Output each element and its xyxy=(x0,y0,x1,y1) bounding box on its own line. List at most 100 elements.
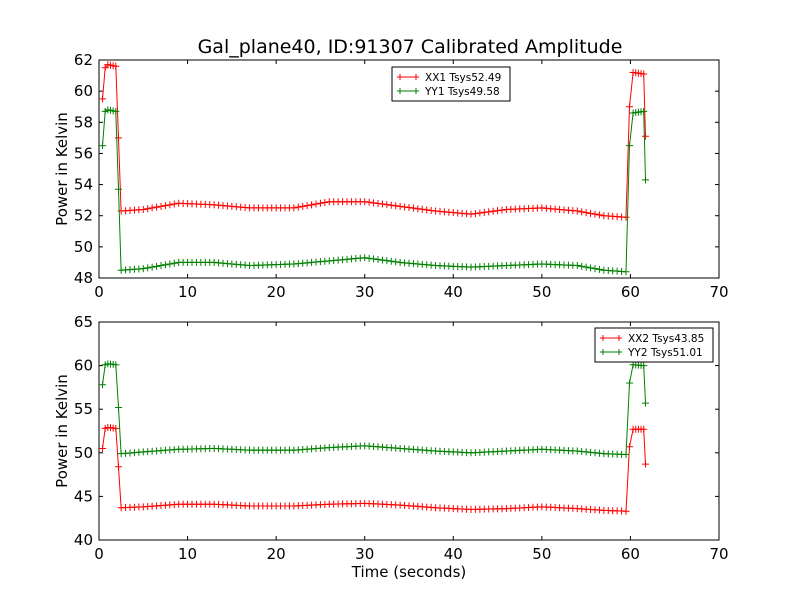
series-xx1 xyxy=(99,61,649,221)
data-point-marker xyxy=(392,202,400,210)
data-point-marker xyxy=(170,200,178,208)
y-tick-label: 62 xyxy=(74,51,93,69)
data-point-marker xyxy=(414,205,422,213)
y-tick-label: 45 xyxy=(74,487,93,505)
data-point-marker xyxy=(383,257,391,265)
plot-top: 0 10 20 30 40 50 60 70 48 50 52 54 56 58 60 62 Power in … xyxy=(53,51,729,301)
plot-bottom: 0 10 20 30 40 50 60 70 40 45 50 55 60 65 Power in Kelv… xyxy=(53,313,729,581)
data-point-marker xyxy=(471,210,479,218)
legend-marker xyxy=(397,74,403,80)
data-point-marker xyxy=(423,206,431,214)
data-point-marker xyxy=(582,263,590,271)
data-point-marker xyxy=(166,201,174,209)
data-point-marker xyxy=(427,206,435,214)
series-xx2 xyxy=(99,424,649,515)
legend-marker xyxy=(616,335,622,341)
data-point-marker xyxy=(99,142,107,150)
y-tick-label: 50 xyxy=(74,444,93,462)
y-tick-label: 50 xyxy=(74,238,93,256)
legend-marker xyxy=(413,88,419,94)
series-yy2 xyxy=(99,360,649,459)
series-yy1 xyxy=(99,106,649,276)
data-point-marker xyxy=(153,262,161,270)
data-point-marker xyxy=(153,203,161,211)
legend-label: XX1 Tsys52.49 xyxy=(425,72,501,84)
y-tick-label: 54 xyxy=(74,176,93,194)
data-point-marker xyxy=(139,205,147,213)
data-point-marker xyxy=(170,259,178,267)
data-point-marker xyxy=(112,424,120,432)
data-point-marker xyxy=(378,200,386,208)
legend: XX1 Tsys52.49 YY1 Tsys49.58 xyxy=(391,66,511,102)
data-point-marker xyxy=(640,362,648,370)
y-tick-label: 55 xyxy=(74,400,93,418)
data-point-marker xyxy=(321,198,329,206)
data-point-marker xyxy=(114,134,122,142)
data-point-marker xyxy=(476,209,484,217)
y-tick-label: 48 xyxy=(74,269,93,287)
x-tick-label: 40 xyxy=(444,545,463,563)
data-point-marker xyxy=(365,198,373,206)
data-point-marker xyxy=(316,199,324,207)
data-point-marker xyxy=(374,199,382,207)
y-tick-label: 65 xyxy=(74,313,93,331)
data-point-marker xyxy=(161,202,169,210)
legend-marker xyxy=(600,349,606,355)
data-point-marker xyxy=(640,70,648,78)
data-point-marker xyxy=(622,451,630,459)
data-point-marker xyxy=(157,262,165,270)
x-tick-label: 30 xyxy=(355,545,374,563)
x-tick-label: 70 xyxy=(709,545,728,563)
data-point-marker xyxy=(494,207,502,215)
y-tick-label: 40 xyxy=(74,531,93,549)
x-tick-label: 0 xyxy=(94,545,104,563)
data-point-marker xyxy=(641,132,649,140)
data-point-marker xyxy=(480,208,488,216)
data-point-marker xyxy=(166,260,174,268)
data-point-marker xyxy=(582,209,590,217)
data-point-marker xyxy=(591,265,599,273)
data-point-marker xyxy=(489,207,497,215)
data-point-marker xyxy=(114,185,122,193)
data-point-marker xyxy=(387,257,395,265)
x-tick-label: 20 xyxy=(267,283,286,301)
data-point-marker xyxy=(401,203,409,211)
x-tick-label: 0 xyxy=(94,283,104,301)
data-point-marker xyxy=(392,258,400,266)
data-point-marker xyxy=(308,201,316,209)
data-point-marker xyxy=(595,265,603,273)
y-tick-label: 60 xyxy=(74,357,93,375)
legend-marker xyxy=(397,88,403,94)
data-point-marker xyxy=(626,443,634,451)
data-point-marker xyxy=(641,460,649,468)
data-point-marker xyxy=(641,176,649,184)
data-point-marker xyxy=(99,444,107,452)
data-point-marker xyxy=(303,202,311,210)
data-point-marker xyxy=(622,507,630,515)
data-point-marker xyxy=(622,213,630,221)
data-point-marker xyxy=(312,200,320,208)
x-tick-label: 40 xyxy=(444,283,463,301)
x-axis-label: Time (seconds) xyxy=(351,563,467,581)
data-point-marker xyxy=(148,263,156,271)
x-tick-label: 50 xyxy=(532,283,551,301)
x-tick-label: 20 xyxy=(267,545,286,563)
data-point-marker xyxy=(622,268,630,276)
data-point-marker xyxy=(114,463,122,471)
data-point-marker xyxy=(498,206,506,214)
legend: XX2 Tsys43.85 YY2 Tsys51.01 xyxy=(594,327,714,363)
data-point-marker xyxy=(378,256,386,264)
data-point-marker xyxy=(626,142,634,150)
data-point-marker xyxy=(374,256,382,264)
data-point-marker xyxy=(144,205,152,213)
data-point-marker xyxy=(365,254,373,262)
data-point-marker xyxy=(640,425,648,433)
legend-box xyxy=(594,327,714,363)
data-point-marker xyxy=(114,403,122,411)
data-point-marker xyxy=(578,262,586,270)
data-point-marker xyxy=(578,208,586,216)
data-point-marker xyxy=(387,201,395,209)
y-tick-label: 58 xyxy=(74,113,93,131)
data-point-marker xyxy=(157,202,165,210)
legend-label: XX2 Tsys43.85 xyxy=(628,333,704,345)
